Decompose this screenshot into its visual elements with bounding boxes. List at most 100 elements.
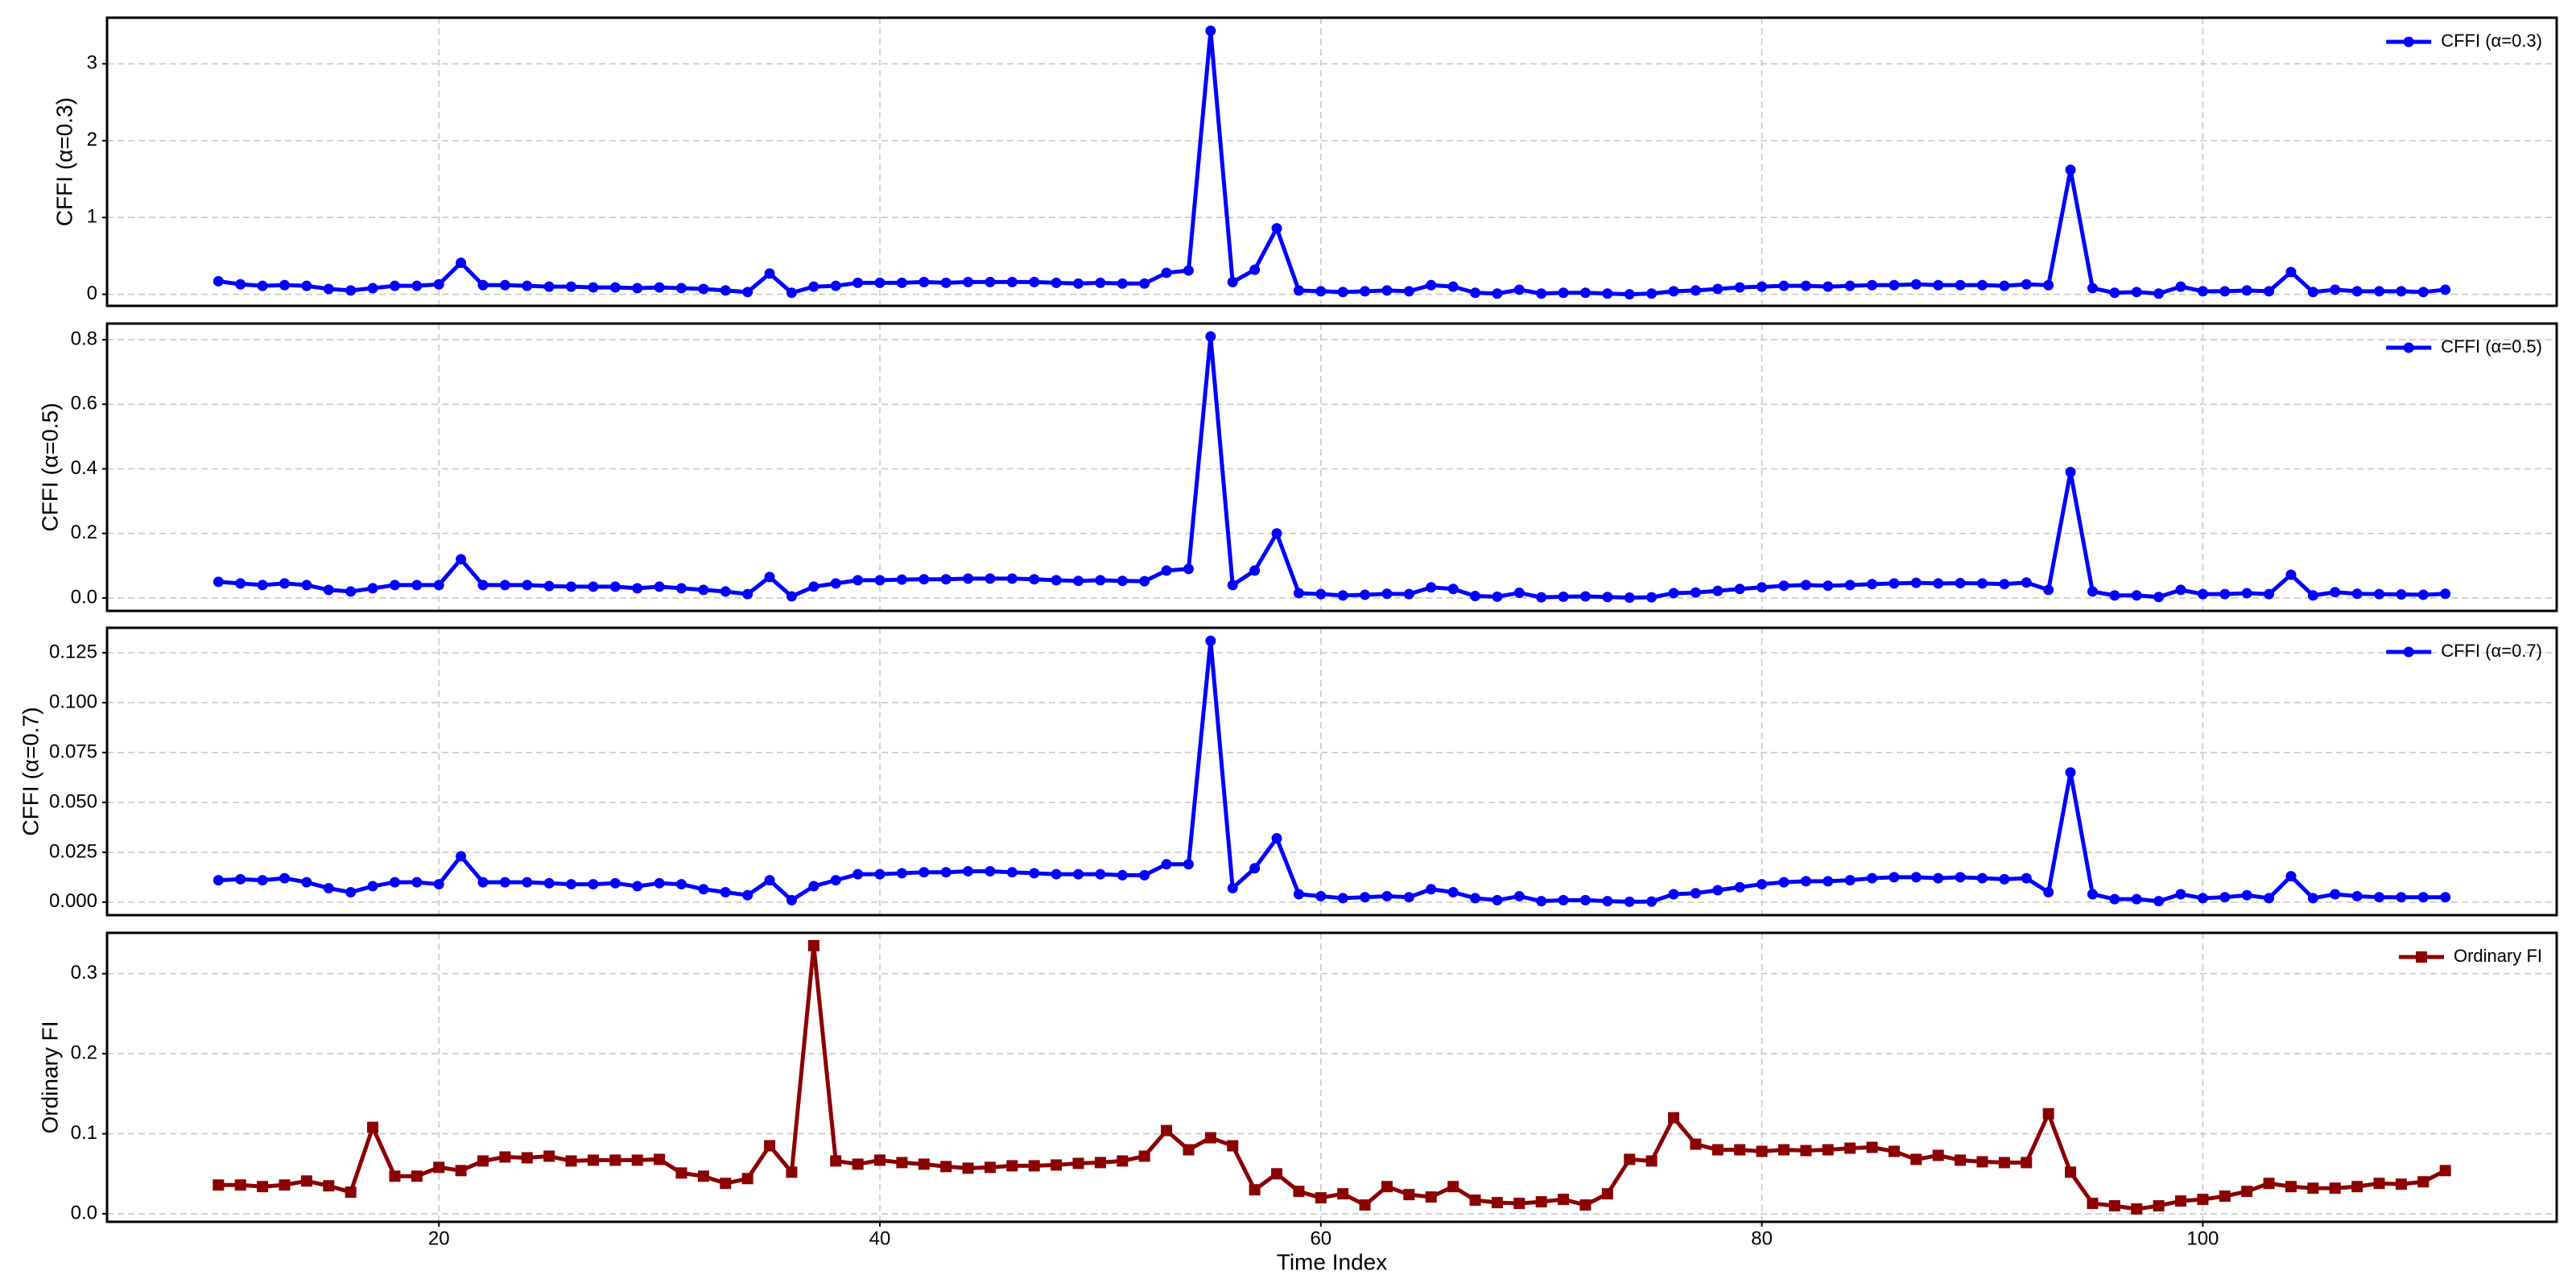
data-point [852, 1158, 864, 1170]
data-point [764, 268, 775, 279]
data-point [2307, 590, 2318, 601]
data-point [1955, 1154, 1967, 1166]
data-point [1823, 580, 1834, 592]
data-point [698, 283, 709, 295]
data-point [2109, 590, 2120, 601]
data-point [2417, 892, 2429, 903]
data-point [2043, 279, 2054, 291]
data-point [1139, 278, 1150, 289]
data-point [764, 875, 775, 886]
data-point [1513, 890, 1525, 901]
data-point [1359, 1199, 1371, 1211]
data-point [1051, 575, 1062, 586]
data-point [2263, 1178, 2275, 1190]
data-point [2439, 1165, 2451, 1177]
data-point [433, 580, 444, 591]
data-point [2396, 589, 2407, 600]
data-point [1777, 1144, 1790, 1156]
data-point [830, 875, 841, 886]
data-point [1536, 896, 1547, 907]
data-point [1844, 875, 1856, 886]
data-point [1558, 287, 1569, 299]
data-point [2374, 588, 2385, 600]
y-tick-label: 0.125 [49, 641, 97, 662]
data-point [852, 868, 864, 880]
data-point [1933, 872, 1944, 884]
data-point [2197, 286, 2208, 297]
data-point [2153, 288, 2165, 299]
data-point [367, 283, 378, 294]
data-point [963, 865, 974, 877]
data-point [213, 275, 224, 287]
data-point [1447, 1181, 1459, 1193]
data-point [1491, 1197, 1503, 1209]
data-point [2108, 1200, 2120, 1212]
y-tick-label: 1 [87, 206, 97, 228]
data-point [1844, 280, 1856, 291]
data-point [2330, 889, 2341, 900]
data-point [411, 280, 423, 291]
data-point [2109, 893, 2120, 905]
data-point [764, 571, 775, 583]
x-tick-label: 80 [1751, 1227, 1773, 1249]
data-point [2043, 584, 2054, 596]
data-point [2021, 1157, 2033, 1169]
data-point [1955, 872, 1966, 883]
data-point [522, 877, 533, 888]
data-point [2264, 893, 2275, 904]
data-point [1117, 1155, 1129, 1167]
data-point [2065, 1166, 2077, 1178]
data-point [2175, 584, 2186, 596]
data-point [389, 877, 400, 888]
data-point [1183, 1144, 1195, 1156]
data-point [1426, 884, 1437, 895]
data-point [2197, 588, 2208, 600]
data-point [2131, 590, 2142, 601]
data-point [1293, 285, 1304, 296]
axes-frame [105, 322, 2558, 613]
y-axis-label: CFFI (α=0.3) [52, 97, 76, 226]
data-point [2241, 889, 2252, 901]
data-point [2373, 1178, 2385, 1190]
data-point [830, 578, 841, 589]
data-point [1006, 1160, 1018, 1172]
data-point [2087, 586, 2098, 597]
data-point [808, 581, 819, 592]
data-point [2219, 286, 2231, 297]
data-point [830, 280, 841, 291]
data-point [1315, 588, 1327, 600]
subplot: 0.0 0.1 0.2 0.3 20 40 60 80 100 Time Index Ordinar… [37, 931, 2558, 1274]
data-point [1888, 1145, 1900, 1157]
y-tick-label: 0.075 [49, 740, 97, 762]
data-point [808, 881, 819, 892]
data-point [345, 1186, 357, 1198]
data-point [566, 581, 577, 592]
data-point [2241, 1186, 2253, 1198]
data-point [1976, 1156, 1988, 1168]
data-point [1403, 588, 1414, 600]
y-tick-label: 3 [87, 52, 97, 74]
data-point [1447, 281, 1459, 292]
y-tick-label: 0.025 [49, 840, 97, 862]
data-point [1271, 833, 1282, 844]
data-point [2351, 588, 2363, 600]
data-point [1822, 1144, 1834, 1156]
data-point [1360, 589, 1371, 600]
data-point [522, 280, 533, 291]
data-point [1976, 578, 1988, 589]
data-point [742, 889, 753, 901]
data-point [499, 580, 510, 591]
data-point [1094, 1157, 1106, 1169]
data-point [1513, 284, 1525, 295]
data-point [588, 581, 599, 592]
data-point [1426, 582, 1437, 593]
data-point [1028, 1160, 1040, 1172]
data-point [1249, 264, 1261, 275]
data-point [2087, 889, 2098, 900]
data-point [1668, 1112, 1680, 1124]
data-point [1161, 859, 1172, 870]
data-point [522, 580, 533, 591]
data-point [1513, 588, 1525, 599]
data-point [301, 580, 312, 591]
